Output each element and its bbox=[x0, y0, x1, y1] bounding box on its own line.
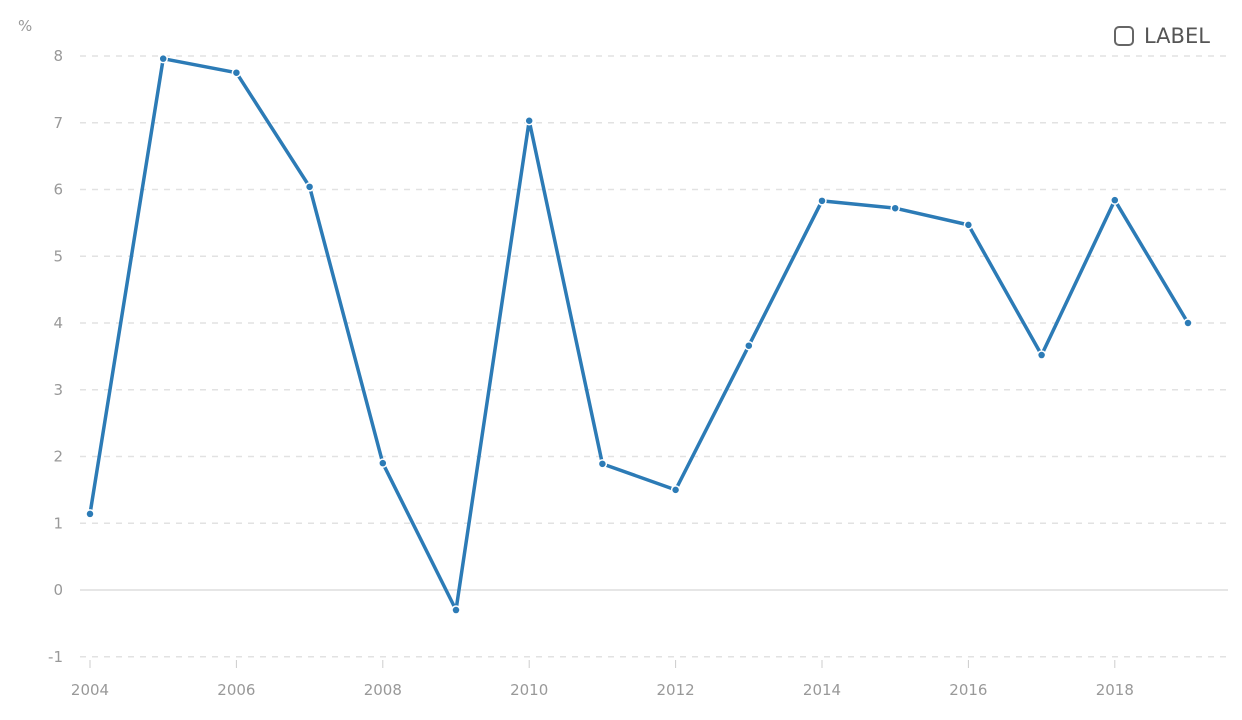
x-tick-label: 2016 bbox=[949, 681, 987, 699]
legend-toggle[interactable]: LABEL bbox=[1114, 24, 1210, 48]
data-point bbox=[85, 509, 95, 519]
x-tick-label: 2008 bbox=[364, 681, 402, 699]
x-tick-label: 2004 bbox=[71, 681, 109, 699]
legend-checkbox[interactable] bbox=[1114, 26, 1134, 46]
x-tick-label: 2018 bbox=[1096, 681, 1134, 699]
data-point bbox=[451, 605, 461, 615]
y-tick-label: 1 bbox=[53, 514, 63, 532]
x-tick-label: 2012 bbox=[657, 681, 695, 699]
data-point bbox=[817, 196, 827, 206]
y-tick-label: 6 bbox=[53, 181, 63, 199]
x-tick-label: 2010 bbox=[510, 681, 548, 699]
y-tick-label: -1 bbox=[48, 648, 63, 666]
y-tick-label: 0 bbox=[53, 581, 63, 599]
y-tick-label: 7 bbox=[53, 114, 63, 132]
x-tick-label: 2006 bbox=[217, 681, 255, 699]
data-point bbox=[597, 459, 608, 469]
data-point bbox=[1036, 350, 1047, 360]
x-tick-label: 2014 bbox=[803, 681, 841, 699]
legend-label: LABEL bbox=[1144, 24, 1210, 48]
data-point bbox=[1110, 195, 1120, 205]
y-tick-label: 4 bbox=[53, 314, 63, 332]
data-point bbox=[158, 53, 168, 64]
data-point bbox=[890, 203, 900, 213]
data-point bbox=[304, 182, 315, 192]
data-point bbox=[524, 115, 534, 126]
data-point bbox=[670, 485, 681, 495]
y-axis-label: % bbox=[18, 17, 32, 35]
data-point bbox=[744, 340, 754, 351]
series-line bbox=[88, 56, 1190, 612]
y-tick-label: 2 bbox=[53, 448, 63, 466]
data-point bbox=[963, 220, 974, 230]
data-point bbox=[378, 458, 388, 468]
y-tick-label: 5 bbox=[53, 247, 63, 265]
data-point bbox=[231, 67, 242, 78]
y-tick-label: 8 bbox=[53, 47, 63, 65]
data-point bbox=[1183, 318, 1193, 328]
y-tick-label: 3 bbox=[53, 381, 63, 399]
